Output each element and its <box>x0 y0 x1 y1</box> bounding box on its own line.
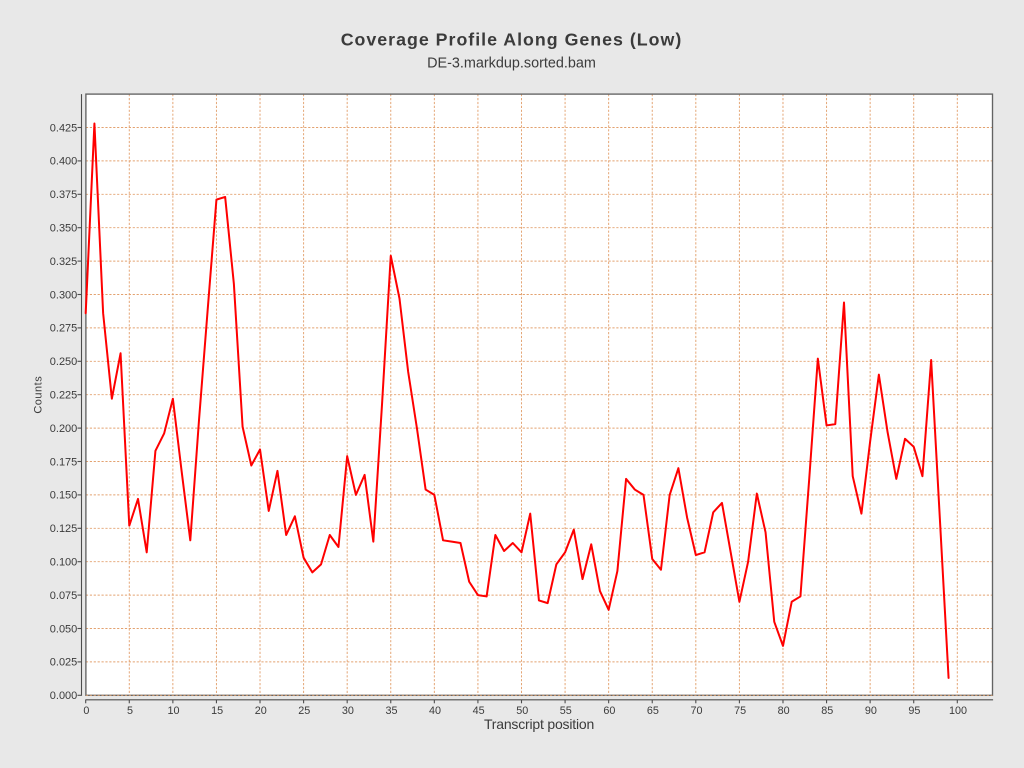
svg-text:90: 90 <box>865 705 877 717</box>
svg-text:35: 35 <box>385 705 397 717</box>
svg-text:40: 40 <box>429 705 441 717</box>
svg-text:0.400: 0.400 <box>50 156 78 168</box>
svg-text:55: 55 <box>560 705 572 717</box>
svg-text:20: 20 <box>255 705 267 717</box>
svg-text:30: 30 <box>342 705 354 717</box>
svg-text:0.425: 0.425 <box>50 122 78 134</box>
svg-text:85: 85 <box>821 705 833 717</box>
svg-text:0.075: 0.075 <box>50 590 78 602</box>
svg-text:0.250: 0.250 <box>50 356 78 368</box>
svg-text:15: 15 <box>211 705 223 717</box>
svg-text:0.050: 0.050 <box>50 623 78 635</box>
svg-text:100: 100 <box>949 705 967 717</box>
svg-text:75: 75 <box>734 705 746 717</box>
svg-text:0.150: 0.150 <box>50 490 78 502</box>
svg-text:0.125: 0.125 <box>50 523 78 535</box>
svg-text:Counts: Counts <box>32 376 44 414</box>
svg-text:0.175: 0.175 <box>50 456 78 468</box>
svg-text:0.300: 0.300 <box>50 289 78 301</box>
svg-text:0.000: 0.000 <box>50 690 78 702</box>
svg-text:5: 5 <box>127 705 133 717</box>
svg-text:0: 0 <box>83 705 89 717</box>
svg-text:0.200: 0.200 <box>50 423 78 435</box>
svg-text:0.100: 0.100 <box>50 557 78 569</box>
svg-text:50: 50 <box>516 705 528 717</box>
svg-text:60: 60 <box>603 705 615 717</box>
svg-text:10: 10 <box>168 705 180 717</box>
svg-text:80: 80 <box>778 705 790 717</box>
svg-text:45: 45 <box>473 705 485 717</box>
svg-text:25: 25 <box>298 705 310 717</box>
svg-text:DE-3.markdup.sorted.bam: DE-3.markdup.sorted.bam <box>427 55 596 71</box>
svg-text:95: 95 <box>908 705 920 717</box>
svg-text:0.225: 0.225 <box>50 390 78 402</box>
svg-text:0.275: 0.275 <box>50 323 78 335</box>
svg-text:65: 65 <box>647 705 659 717</box>
svg-text:0.375: 0.375 <box>50 189 78 201</box>
svg-text:0.025: 0.025 <box>50 657 78 669</box>
svg-text:0.325: 0.325 <box>50 256 78 268</box>
svg-text:Coverage Profile Along Genes (: Coverage Profile Along Genes (Low) <box>341 30 683 50</box>
svg-text:70: 70 <box>691 705 703 717</box>
svg-text:Transcript position: Transcript position <box>484 716 594 732</box>
svg-text:0.350: 0.350 <box>50 223 78 235</box>
